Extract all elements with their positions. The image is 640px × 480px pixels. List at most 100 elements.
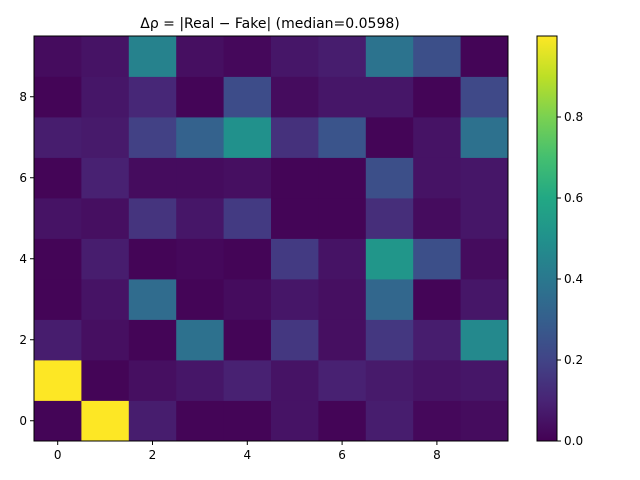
heatmap-cell-r5-c4: [223, 198, 272, 239]
y-tick-label: 4: [19, 252, 27, 266]
heatmap-cell-r3-c5: [271, 279, 319, 320]
heatmap-cell-r1-c0: [34, 360, 82, 401]
heatmap-cell-r4-c5: [271, 238, 319, 280]
heatmap-cell-r9-c7: [365, 36, 414, 77]
heatmap-cell-r5-c3: [176, 198, 224, 239]
heatmap-cell-r2-c7: [365, 319, 414, 361]
heatmap-cell-r5-c1: [81, 198, 130, 239]
heatmap-cell-r2-c1: [81, 319, 130, 361]
heatmap-cell-r3-c8: [413, 279, 461, 320]
heatmap-cell-r6-c8: [413, 157, 461, 199]
heatmap-cell-r6-c5: [271, 157, 319, 199]
heatmap-cell-r7-c0: [34, 117, 82, 158]
heatmap-cell-r4-c8: [413, 238, 461, 280]
heatmap-cell-r5-c2: [128, 198, 177, 239]
heatmap-cell-r7-c1: [81, 117, 130, 158]
heatmap-cell-r0-c0: [34, 400, 82, 442]
x-tick-label: 2: [149, 448, 157, 462]
heatmap-cell-r8-c8: [413, 76, 461, 118]
heatmap-cell-r1-c8: [413, 360, 461, 401]
heatmap-cell-r8-c0: [34, 76, 82, 118]
heatmap-cell-r3-c2: [128, 279, 177, 320]
heatmap-cell-r7-c6: [318, 117, 367, 158]
heatmap-cell-r3-c7: [365, 279, 414, 320]
heatmap-cell-r8-c9: [460, 76, 509, 118]
heatmap-cell-r0-c2: [128, 400, 177, 442]
heatmap-cell-r0-c5: [271, 400, 319, 442]
heatmap-cell-r1-c6: [318, 360, 367, 401]
heatmap-cell-r5-c8: [413, 198, 461, 239]
x-tick-label: 4: [243, 448, 251, 462]
heatmap-cell-r2-c4: [223, 319, 272, 361]
heatmap-cell-r0-c3: [176, 400, 224, 442]
heatmap-cell-r3-c6: [318, 279, 367, 320]
heatmap-cell-r8-c7: [365, 76, 414, 118]
colorbar-tick-label: 0.2: [564, 353, 583, 367]
heatmap-cell-r9-c8: [413, 36, 461, 77]
heatmap-cell-r1-c5: [271, 360, 319, 401]
heatmap-cell-r4-c6: [318, 238, 367, 280]
colorbar-tick-label: 0.8: [564, 110, 583, 124]
heatmap-cell-r7-c8: [413, 117, 461, 158]
heatmap-cell-r3-c1: [81, 279, 130, 320]
heatmap-cell-r5-c7: [365, 198, 414, 239]
heatmap-cell-r4-c0: [34, 238, 82, 280]
heatmap-cell-r4-c1: [81, 238, 130, 280]
heatmap-cell-r0-c7: [365, 400, 414, 442]
heatmap-cell-r2-c0: [34, 319, 82, 361]
heatmap-cell-r7-c3: [176, 117, 224, 158]
heatmap-cell-r1-c1: [81, 360, 130, 401]
y-tick-label: 8: [19, 90, 27, 104]
heatmap-cell-r9-c5: [271, 36, 319, 77]
heatmap-cell-r9-c0: [34, 36, 82, 77]
heatmap-cell-r5-c6: [318, 198, 367, 239]
heatmap-cell-r2-c2: [128, 319, 177, 361]
heatmap-cell-r4-c4: [223, 238, 272, 280]
heatmap-cell-r9-c3: [176, 36, 224, 77]
heatmap-cell-r5-c5: [271, 198, 319, 239]
x-tick-label: 0: [54, 448, 62, 462]
heatmap-cell-r0-c4: [223, 400, 272, 442]
heatmap-cell-r8-c6: [318, 76, 367, 118]
heatmap-cell-r6-c1: [81, 157, 130, 199]
heatmap-cell-r1-c2: [128, 360, 177, 401]
plot-frame: [33, 35, 509, 442]
heatmap-cell-r6-c6: [318, 157, 367, 199]
heatmap-cell-r4-c9: [460, 238, 509, 280]
heatmap-cell-r7-c4: [223, 117, 272, 158]
heatmap-cell-r1-c7: [365, 360, 414, 401]
heatmap-cell-r5-c9: [460, 198, 509, 239]
y-tick-label: 0: [19, 414, 27, 428]
heatmap-cell-r8-c2: [128, 76, 177, 118]
heatmap-cell-r3-c0: [34, 279, 82, 320]
x-tick-label: 8: [433, 448, 441, 462]
heatmap-cell-r3-c4: [223, 279, 272, 320]
chart-title: Δρ = |Real − Fake| (median=0.0598): [140, 16, 399, 32]
x-tick-label: 6: [338, 448, 346, 462]
heatmap-cell-r6-c7: [365, 157, 414, 199]
heatmap-cell-r9-c9: [460, 36, 509, 77]
heatmap-cell-r8-c3: [176, 76, 224, 118]
heatmap-cell-r6-c3: [176, 157, 224, 199]
colorbar-tick-label: 0.6: [564, 191, 583, 205]
heatmap-cell-r3-c9: [460, 279, 509, 320]
heatmap-cell-r9-c1: [81, 36, 130, 77]
heatmap-cell-r1-c4: [223, 360, 272, 401]
heatmap-cells: [34, 36, 509, 442]
heatmap-cell-r2-c3: [176, 319, 224, 361]
y-tick-label: 6: [19, 171, 27, 185]
heatmap-cell-r7-c5: [271, 117, 319, 158]
colorbar-tick-label: 0.4: [564, 272, 583, 286]
heatmap-cell-r4-c2: [128, 238, 177, 280]
heatmap-cell-r8-c5: [271, 76, 319, 118]
colorbar-gradient: [536, 35, 558, 442]
heatmap-cell-r4-c7: [365, 238, 414, 280]
heatmap-cell-r6-c0: [34, 157, 82, 199]
heatmap-cell-r2-c8: [413, 319, 461, 361]
heatmap-cell-r2-c6: [318, 319, 367, 361]
heatmap-cell-r0-c6: [318, 400, 367, 442]
heatmap-cell-r0-c8: [413, 400, 461, 442]
heatmap-cell-r5-c0: [34, 198, 82, 239]
heatmap-cell-r1-c9: [460, 360, 509, 401]
